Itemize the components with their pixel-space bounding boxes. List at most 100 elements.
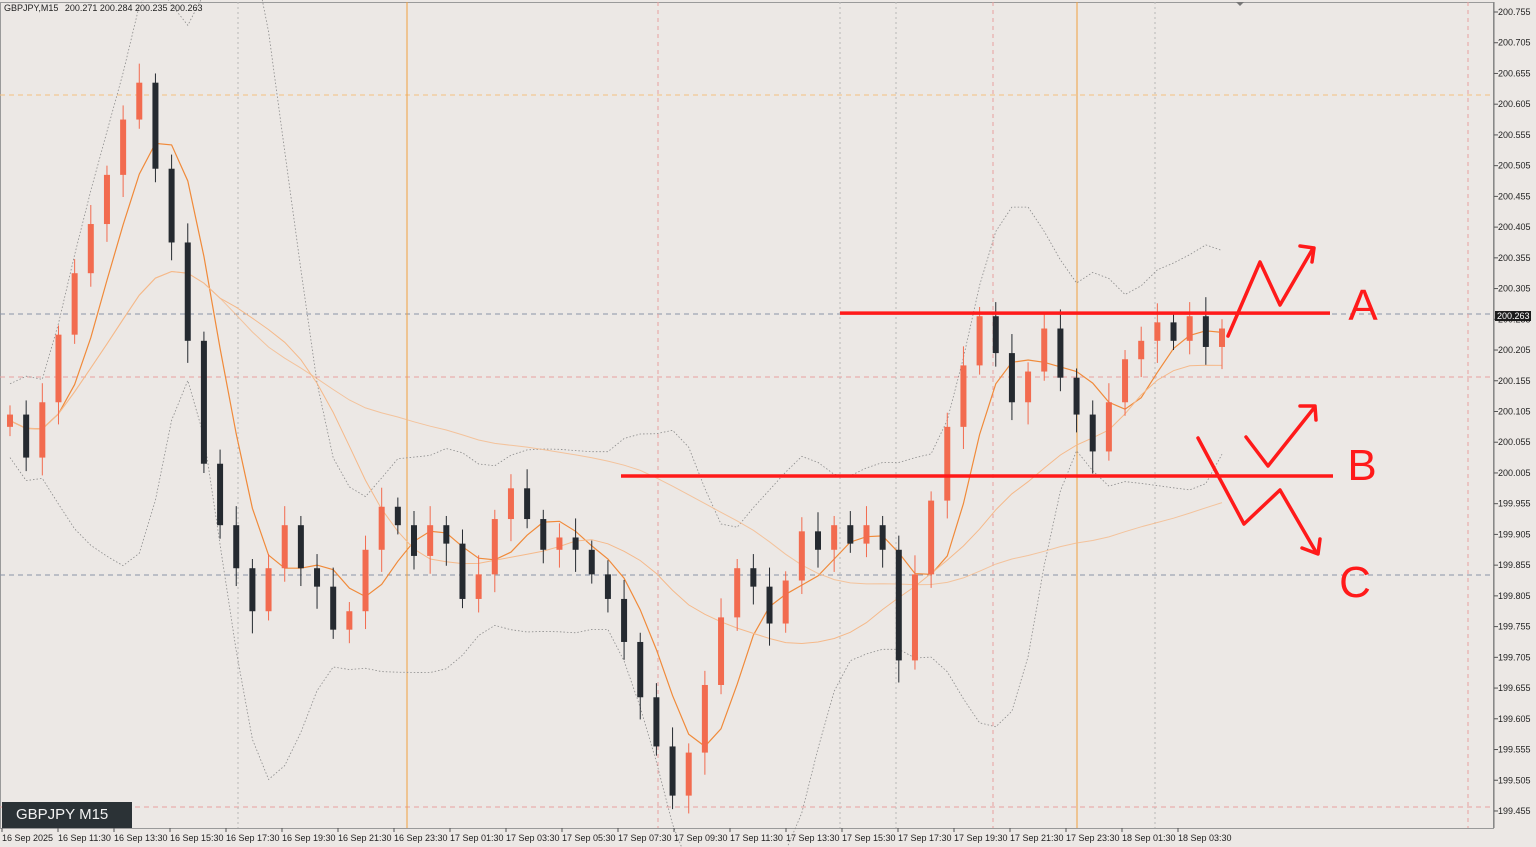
time-tick-label: 17 Sep 23:30 [1066,833,1120,843]
time-tick-label: 17 Sep 17:30 [898,833,952,843]
candle-bear [879,525,886,550]
candle-bear [459,543,466,599]
price-tick-label: 200.355 [1498,253,1531,263]
candle-bear [330,586,337,630]
time-tick-label: 16 Sep 15:30 [170,833,224,843]
scenario-label-c: C [1339,558,1371,607]
candle-bull [265,568,272,612]
price-tick-label: 199.855 [1498,560,1531,570]
candle-bull [1105,402,1112,452]
candle-bull [863,525,870,544]
arrow-a [1226,248,1314,338]
time-tick-label: 16 Sep 17:30 [226,833,280,843]
candle-bear [152,82,159,169]
candle-bear [621,598,628,642]
time-tick-label: 16 Sep 2025 [2,833,53,843]
candle-bull [734,568,741,618]
time-tick-label: 17 Sep 09:30 [674,833,728,843]
time-tick-label: 18 Sep 01:30 [1122,833,1176,843]
price-tick-label: 200.505 [1498,161,1531,171]
price-tick-label: 200.455 [1498,191,1531,201]
candle-bear [524,488,531,520]
price-tick-label: 200.105 [1498,406,1531,416]
chart-header: GBPJPY,M15 200.271 200.284 200.235 200.2… [4,3,203,13]
price-tick-label: 200.755 [1498,7,1531,17]
time-tick-label: 17 Sep 13:30 [786,833,840,843]
candle-bull [1186,316,1193,341]
candle-bull [1041,328,1048,372]
candle-bear [1170,322,1177,341]
candle-bull [7,414,13,427]
time-tick-label: 16 Sep 13:30 [114,833,168,843]
candle-bear [815,531,821,550]
candle-bull [911,574,918,661]
candle-bull [782,580,789,624]
bollinger-upper [9,0,1223,528]
candle-bull [701,684,708,753]
candle-bull [378,506,385,550]
candle-bear [766,586,773,624]
candle-bear [200,340,207,464]
candle-bull [976,316,983,366]
candle-bear [297,525,304,569]
candle-bear [604,574,611,599]
candle-bull [1025,371,1032,403]
time-tick-label: 16 Sep 21:30 [338,833,392,843]
candle-bear [443,525,450,544]
price-tick-label: 200.605 [1498,99,1531,109]
price-tick-label: 200.305 [1498,284,1531,294]
candle-bear [411,525,417,556]
price-tick-label: 199.455 [1498,806,1531,816]
symbol-timeframe: GBPJPY,M15 [4,3,58,13]
price-tick-label: 199.505 [1498,775,1531,785]
candle-bear [314,568,321,587]
price-axis[interactable]: 200.755 200.705 200.655 200.605 200.555 200.5… [1493,2,1531,828]
candle-bull [475,574,482,599]
candle-bull [346,611,353,630]
time-tick-label: 17 Sep 07:30 [618,833,672,843]
price-tick-label: 200.705 [1498,38,1531,48]
candle-bear [1008,353,1015,403]
time-tick-label: 16 Sep 11:30 [58,833,111,843]
time-tick-label: 16 Sep 23:30 [394,833,448,843]
arrow-c-head [1300,537,1322,556]
time-tick-label: 17 Sep 01:30 [450,833,504,843]
time-tick-label: 17 Sep 03:30 [506,833,560,843]
price-tick-label: 199.705 [1498,652,1531,662]
price-tick-label: 199.805 [1498,591,1531,601]
ma-long-line [9,270,1223,586]
candle-bull [798,531,805,581]
candle-bull [685,752,692,796]
scenario-label-a: A [1348,281,1378,330]
time-tick-label: 16 Sep 19:30 [282,833,336,843]
candle-bear [1073,377,1080,415]
arrow-b [1244,406,1316,468]
time-axis[interactable]: 16 Sep 2025 16 Sep 11:30 16 Sep 13:30 16 Se… [1,828,1232,843]
candle-bear [588,549,595,575]
price-tick-label: 200.005 [1498,468,1531,478]
candle-bull [362,549,369,612]
price-tick-label: 200.555 [1498,130,1531,140]
time-tick-label: 17 Sep 19:30 [954,833,1008,843]
candle-bear [1057,328,1064,378]
candle-bear [23,414,30,458]
current-price-label: 200.263 [1497,311,1530,321]
candle-bear [572,537,579,550]
candle-bear [168,168,175,243]
ma-fast-line [9,142,1223,748]
time-tick-label: 17 Sep 21:30 [1010,833,1064,843]
price-tick-label: 199.755 [1498,622,1531,632]
candle-bull [944,426,951,501]
scenario-label-b: B [1347,441,1376,490]
candle-bull [491,519,498,575]
candle-bear [1089,414,1096,452]
candle-bull [1122,359,1129,403]
candle-bear [394,506,401,526]
candle-bear [1202,316,1209,347]
price-tick-label: 199.655 [1498,683,1531,693]
price-tick-label: 200.055 [1498,437,1531,447]
candle-bull [103,174,110,225]
symbol-watermark: GBPJPY M15 [2,802,132,828]
